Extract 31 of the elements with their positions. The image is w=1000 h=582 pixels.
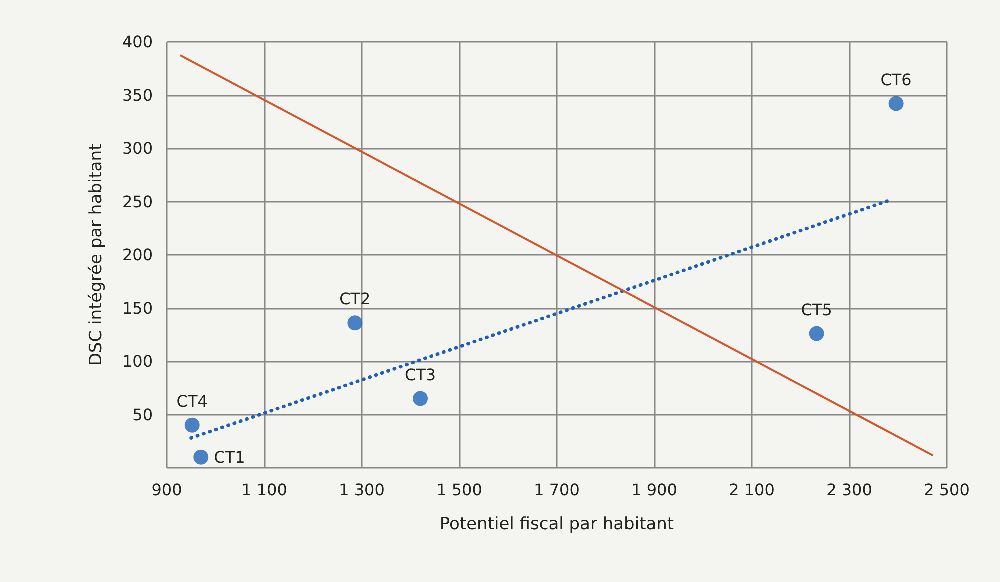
point [413, 391, 428, 406]
x-tick-label: 1 100 [242, 480, 288, 500]
point [888, 96, 904, 112]
point [809, 326, 824, 342]
x-tick-label: 1 500 [436, 480, 482, 500]
point [184, 418, 200, 433]
x-tick-label: 1 300 [339, 480, 385, 500]
x-tick-label: 1 700 [534, 480, 580, 500]
y-tick-label: 100 [122, 352, 153, 371]
y-tick-label: 300 [122, 139, 153, 158]
y-tick-label: 50 [132, 405, 153, 424]
x-tick-label: 2 100 [729, 480, 775, 500]
annotation: CT5 [801, 300, 832, 320]
point [194, 450, 209, 465]
annotation: CT1 [214, 448, 246, 467]
x-tick-label: 1 900 [632, 480, 678, 500]
annotation: CT4 [176, 392, 208, 411]
annotation: CT3 [404, 365, 436, 384]
y-axis-title: DSC intégrée par habitant [86, 144, 106, 366]
x-tick-label: 2 300 [826, 480, 872, 500]
y-tick-label: 200 [122, 246, 153, 264]
annotation: CT6 [880, 70, 912, 90]
y-tick-label: 150 [122, 298, 153, 318]
y-tick-label: 250 [122, 192, 153, 212]
x-tick-label: 900 [152, 480, 182, 500]
point [348, 316, 363, 331]
y-tick-label: 400 [122, 32, 153, 52]
annotation: CT2 [340, 290, 371, 309]
x-axis-title: Potentiel fiscal par habitant [440, 514, 674, 534]
y-tick-label: 350 [122, 86, 153, 105]
x-tick-label: 2 500 [924, 480, 970, 500]
